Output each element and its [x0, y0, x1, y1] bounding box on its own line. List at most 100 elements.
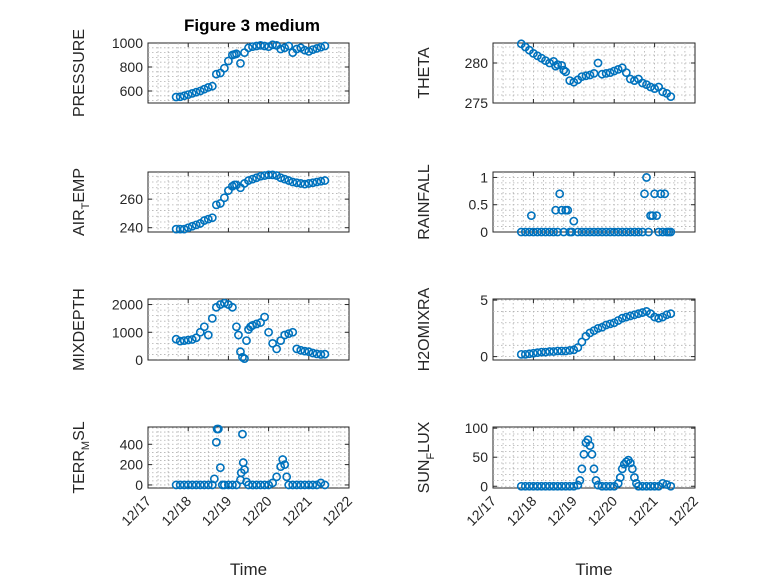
data-point — [228, 302, 237, 312]
data-point — [589, 464, 599, 474]
data-point — [621, 227, 631, 237]
data-point — [183, 90, 193, 99]
data-point — [648, 211, 657, 221]
data-point — [296, 480, 306, 490]
data-point — [615, 473, 625, 482]
grid-lines — [148, 427, 349, 488]
x-tick-label: 12/21 — [279, 493, 315, 529]
data-point — [199, 216, 209, 225]
subplot: 240 260 AIRTEMP — [71, 168, 350, 236]
y-tick-label: 50 — [472, 449, 488, 465]
data-point — [260, 171, 269, 180]
y-tick-label: 2000 — [112, 297, 143, 313]
data-point — [179, 224, 189, 234]
data-point — [537, 227, 546, 237]
data-point — [625, 311, 635, 321]
data-point — [175, 480, 185, 490]
data-point — [591, 476, 601, 485]
data-point — [236, 59, 245, 68]
data-point — [625, 227, 635, 237]
grid-lines — [493, 43, 695, 103]
data-point — [650, 84, 659, 93]
data-point — [555, 189, 565, 199]
data-point — [565, 481, 575, 491]
plot-area — [147, 426, 350, 489]
data-point — [228, 181, 237, 191]
data-point — [280, 174, 290, 184]
x-tick-label: 12/17 — [463, 493, 499, 529]
data-point — [199, 84, 209, 94]
data-point — [238, 429, 247, 439]
data-point — [613, 227, 623, 237]
data-point — [256, 171, 265, 181]
data-point — [284, 176, 294, 185]
data-point — [597, 227, 607, 237]
data-point — [308, 348, 318, 358]
data-point — [320, 480, 330, 490]
data-point — [644, 227, 653, 237]
data-point — [549, 227, 558, 237]
data-series — [171, 170, 330, 234]
y-tick-label: 240 — [120, 220, 144, 236]
data-point — [308, 480, 318, 490]
data-point — [272, 344, 282, 354]
data-point — [520, 349, 530, 359]
y-tick-label: 260 — [120, 191, 144, 207]
data-point — [630, 76, 639, 85]
data-point — [234, 330, 243, 340]
data-point — [268, 338, 278, 348]
data-point — [577, 464, 587, 474]
data-point — [601, 481, 611, 491]
data-point — [621, 312, 631, 322]
data-point — [183, 223, 193, 233]
tick-marks — [147, 299, 350, 361]
data-point — [581, 227, 591, 237]
data-point — [191, 480, 201, 490]
data-point — [312, 44, 322, 53]
data-point — [211, 200, 221, 210]
data-point — [203, 480, 213, 490]
y-axis-label: RAINFALL — [416, 164, 433, 240]
data-point — [589, 227, 599, 237]
data-point — [541, 347, 550, 357]
data-point — [171, 480, 181, 490]
data-point — [533, 227, 542, 237]
data-point — [276, 336, 286, 345]
data-point — [316, 350, 326, 359]
data-point — [187, 335, 197, 344]
data-series — [516, 39, 676, 101]
x-tick-label: 12/17 — [118, 493, 154, 529]
data-point — [638, 481, 647, 491]
data-point — [256, 480, 265, 490]
data-point — [171, 224, 181, 234]
data-point — [551, 205, 561, 215]
data-point — [545, 347, 554, 356]
data-series — [516, 307, 676, 359]
data-point — [597, 69, 607, 79]
data-point — [658, 478, 668, 488]
data-point — [203, 330, 213, 340]
data-point — [549, 481, 558, 491]
data-point — [551, 61, 561, 71]
data-point — [520, 481, 530, 491]
data-point — [288, 177, 298, 187]
data-point — [569, 216, 579, 226]
data-point — [304, 347, 314, 357]
data-point — [308, 45, 318, 54]
data-point — [296, 345, 306, 355]
data-point — [563, 205, 573, 215]
data-point — [652, 211, 662, 221]
data-point — [284, 329, 294, 339]
data-point — [573, 480, 583, 490]
data-point — [244, 43, 253, 53]
data-point — [252, 173, 261, 183]
data-series — [171, 424, 330, 490]
data-point — [593, 58, 603, 68]
data-point — [292, 344, 302, 354]
data-point — [537, 481, 546, 491]
data-point — [613, 65, 623, 74]
data-point — [248, 42, 257, 51]
data-point — [207, 213, 217, 223]
data-point — [191, 220, 201, 230]
